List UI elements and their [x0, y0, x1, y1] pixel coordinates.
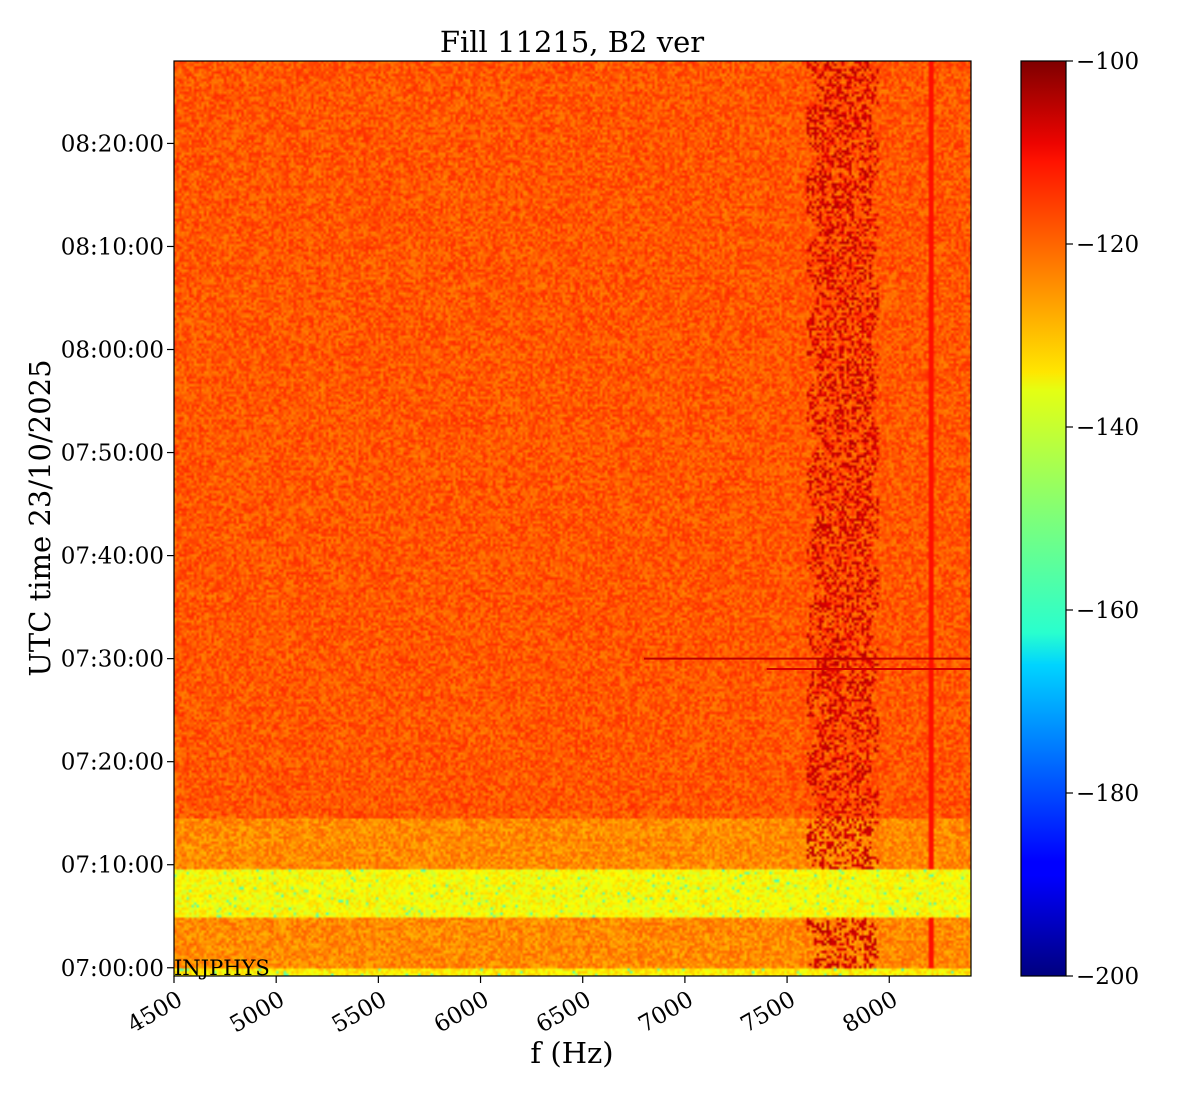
colorbar: −100 −120 −140 −160 −180 −200 — [1020, 49, 1139, 990]
x-tick-label: 4500 — [123, 987, 187, 1039]
x-tick-label: 6000 — [430, 987, 494, 1039]
y-axis-label: UTC time 23/10/2025 — [23, 359, 57, 676]
colorbar-tick-label: −160 — [1076, 598, 1139, 624]
y-tick-label: 07:00:00 — [61, 956, 164, 982]
x-tick-label: 7500 — [736, 987, 800, 1039]
spectrogram-heatmap — [174, 61, 971, 976]
colorbar-gradient — [1020, 60, 1067, 977]
y-tick-label: 07:10:00 — [61, 853, 164, 879]
x-tick-label: 8000 — [839, 987, 903, 1039]
y-tick-label: 08:20:00 — [61, 131, 164, 157]
x-tick-label: 6500 — [532, 987, 596, 1039]
chart-title: Fill 11215, B2 ver — [440, 25, 704, 59]
colorbar-tick-label: −120 — [1076, 232, 1139, 258]
x-tick-label: 7000 — [634, 987, 698, 1039]
injphys-annotation: INJPHYS — [174, 956, 270, 980]
colorbar-tick-label: −180 — [1076, 781, 1139, 807]
colorbar-tick-label: −200 — [1076, 964, 1139, 990]
colorbar-tick-label: −100 — [1076, 49, 1139, 75]
y-tick-label: 08:10:00 — [61, 234, 164, 260]
y-tick-label: 07:30:00 — [61, 647, 164, 673]
x-tick-label: 5500 — [328, 987, 392, 1039]
y-tick-label: 07:40:00 — [61, 544, 164, 570]
y-tick-label: 07:20:00 — [61, 750, 164, 776]
y-tick-label: 07:50:00 — [61, 441, 164, 467]
x-axis: 4500 5000 5500 6000 6500 7000 7500 8000 — [123, 976, 902, 1038]
heatmap-image — [174, 61, 971, 976]
y-axis: 07:00:00 07:10:00 07:20:00 07:30:00 07:40:00… — [61, 131, 174, 982]
x-tick-label: 5000 — [225, 987, 289, 1039]
plot-frame — [173, 60, 972, 977]
colorbar-tick-label: −140 — [1076, 415, 1139, 441]
x-axis-label: f (Hz) — [530, 1036, 613, 1070]
y-tick-label: 08:00:00 — [61, 338, 164, 364]
